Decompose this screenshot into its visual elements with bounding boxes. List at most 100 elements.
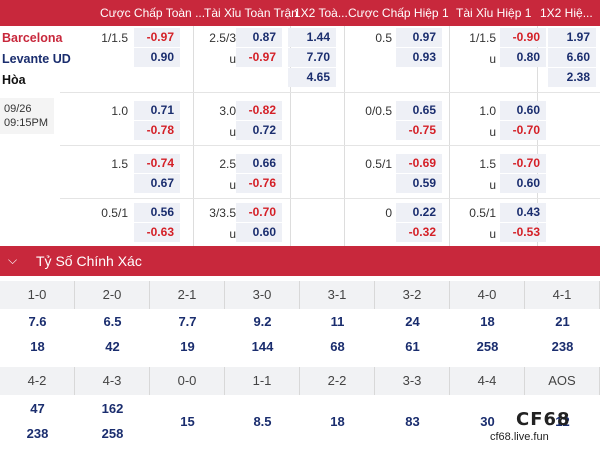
odd-ou-over[interactable]: -0.70 <box>236 203 282 222</box>
score-odd-away[interactable]: 144 <box>251 339 274 354</box>
odd-ah-away[interactable]: -0.63 <box>134 223 180 242</box>
header-ou-full[interactable]: Tài Xỉu Toàn Trận <box>204 6 298 20</box>
watermark-brand: CF68 <box>516 409 571 430</box>
header-1x2-h1[interactable]: 1X2 Hiệ... <box>540 6 593 20</box>
line-h1-ou-u: u <box>489 178 496 192</box>
header-ou-h1[interactable]: Tài Xỉu Hiệp 1 <box>456 6 532 20</box>
team-away: Levante UD <box>2 52 71 66</box>
score-odd-home[interactable]: 6.5 <box>103 314 122 329</box>
odd-ah-away[interactable]: -0.78 <box>134 121 180 140</box>
line-h1-ou-u: u <box>489 52 496 66</box>
score-odd-home[interactable]: 9.2 <box>253 314 272 329</box>
odd-ah-home[interactable]: -0.74 <box>134 154 180 173</box>
score-odd-away[interactable]: 19 <box>180 339 195 354</box>
correct-score-bar[interactable]: ⌵ Tỷ Số Chính Xác <box>0 246 600 276</box>
line-ou-u: u <box>229 227 236 241</box>
score-label: 4-2 <box>0 367 75 395</box>
score-label: 3-1 <box>300 281 375 309</box>
score-label: 3-3 <box>375 367 450 395</box>
odd-ou-over[interactable]: 0.87 <box>236 28 282 47</box>
score-odd-away[interactable]: 12 <box>555 413 570 429</box>
odd-ah-away[interactable]: 0.67 <box>134 174 180 193</box>
odd-ou-under[interactable]: 0.60 <box>236 223 282 242</box>
col-divider <box>449 26 450 246</box>
odd-h1-ah-home[interactable]: 0.65 <box>396 101 442 120</box>
odd-h1-1x2-home[interactable]: 1.97 <box>548 28 596 47</box>
score-odd-away[interactable]: 68 <box>330 339 345 354</box>
score-odd-home[interactable]: 24 <box>405 314 420 329</box>
col-divider <box>193 26 194 246</box>
score-odd-away[interactable]: 18 <box>30 339 45 354</box>
odd-h1-ou-over[interactable]: -0.70 <box>500 154 546 173</box>
score-odd-home[interactable]: 7.7 <box>178 314 197 329</box>
odd-h1-ou-under[interactable]: -0.53 <box>500 223 546 242</box>
odd-ah-home[interactable]: -0.97 <box>134 28 180 47</box>
score-odd-away[interactable]: 238 <box>26 426 49 441</box>
header-ah-full[interactable]: Cược Chấp Toàn ... <box>100 6 206 20</box>
score-odd-home[interactable]: 47 <box>30 401 45 416</box>
odd-h1-ah-away[interactable]: 0.93 <box>396 48 442 67</box>
score-odd-away[interactable]: 30 <box>480 413 495 429</box>
odd-h1-ah-home[interactable]: 0.22 <box>396 203 442 222</box>
score-odd-away[interactable]: 8.5 <box>253 413 272 429</box>
score-odd-away[interactable]: 258 <box>101 426 124 441</box>
score-odd-away[interactable]: 83 <box>405 413 420 429</box>
line-ou-line: 3.0 <box>219 104 236 118</box>
score-odd-away[interactable]: 15 <box>180 413 195 429</box>
score-odd-away[interactable]: 258 <box>476 339 499 354</box>
line-h1-ou-line: 1.0 <box>479 104 496 118</box>
odd-h1-ah-away[interactable]: 0.59 <box>396 174 442 193</box>
odd-h1-ah-away[interactable]: -0.75 <box>396 121 442 140</box>
line-h1-ou-line: 1.5 <box>479 157 496 171</box>
odd-h1-1x2-away[interactable]: 6.60 <box>548 48 596 67</box>
team-draw: Hòa <box>2 73 26 87</box>
odd-1x2-home[interactable]: 1.44 <box>288 28 336 47</box>
odd-h1-ou-over[interactable]: 0.43 <box>500 203 546 222</box>
score-label: 1-1 <box>225 367 300 395</box>
score-label: 3-0 <box>225 281 300 309</box>
odd-1x2-away[interactable]: 7.70 <box>288 48 336 67</box>
score-label: 2-1 <box>150 281 225 309</box>
odd-h1-ou-over[interactable]: 0.60 <box>500 101 546 120</box>
odd-ah-home[interactable]: 0.56 <box>134 203 180 222</box>
score-odd-away[interactable]: 61 <box>405 339 420 354</box>
odd-h1-1x2-draw[interactable]: 2.38 <box>548 68 596 87</box>
odd-h1-ah-home[interactable]: -0.69 <box>396 154 442 173</box>
odd-ah-away[interactable]: 0.90 <box>134 48 180 67</box>
header-ah-h1[interactable]: Cược Chấp Hiệp 1 <box>348 6 449 20</box>
score-odd-away[interactable]: 238 <box>551 339 574 354</box>
score-label: 2-0 <box>75 281 150 309</box>
odd-ou-under[interactable]: -0.76 <box>236 174 282 193</box>
score-odd-away[interactable]: 18 <box>330 413 345 429</box>
odd-ou-over[interactable]: -0.82 <box>236 101 282 120</box>
score-label: 0-0 <box>150 367 225 395</box>
odd-ah-home[interactable]: 0.71 <box>134 101 180 120</box>
score-odd-home[interactable]: 11 <box>330 314 345 329</box>
odd-h1-ou-under[interactable]: 0.60 <box>500 174 546 193</box>
odd-h1-ou-over[interactable]: -0.90 <box>500 28 546 47</box>
odd-ou-under[interactable]: 0.72 <box>236 121 282 140</box>
chevron-down-icon[interactable]: ⌵ <box>8 253 18 267</box>
score-odd-home[interactable]: 7.6 <box>28 314 47 329</box>
line-h1-ou-u: u <box>489 125 496 139</box>
odd-h1-ou-under[interactable]: 0.80 <box>500 48 546 67</box>
score-odd-home[interactable]: 18 <box>480 314 495 329</box>
score-odd-away[interactable]: 42 <box>105 339 120 354</box>
col-divider <box>344 26 345 246</box>
match-time: 09/26 09:15PM <box>0 98 54 134</box>
header-1x2-full[interactable]: 1X2 Toà... <box>294 6 348 20</box>
row-divider <box>60 145 600 146</box>
odd-1x2-draw[interactable]: 4.65 <box>288 68 336 87</box>
line-ou-u: u <box>229 178 236 192</box>
odd-ou-over[interactable]: 0.66 <box>236 154 282 173</box>
score-odd-home[interactable]: 21 <box>555 314 570 329</box>
line-ou-u: u <box>229 52 236 66</box>
odd-h1-ou-under[interactable]: -0.70 <box>500 121 546 140</box>
odd-ou-under[interactable]: -0.97 <box>236 48 282 67</box>
odd-h1-ah-away[interactable]: -0.32 <box>396 223 442 242</box>
odds-header-bar: Cược Chấp Toàn ... Tài Xỉu Toàn Trận 1X2… <box>0 0 600 26</box>
line-ou-line: 2.5/3 <box>209 31 236 45</box>
line-h1-ou-line: 1/1.5 <box>469 31 496 45</box>
odd-h1-ah-home[interactable]: 0.97 <box>396 28 442 47</box>
score-odd-home[interactable]: 162 <box>101 401 124 416</box>
